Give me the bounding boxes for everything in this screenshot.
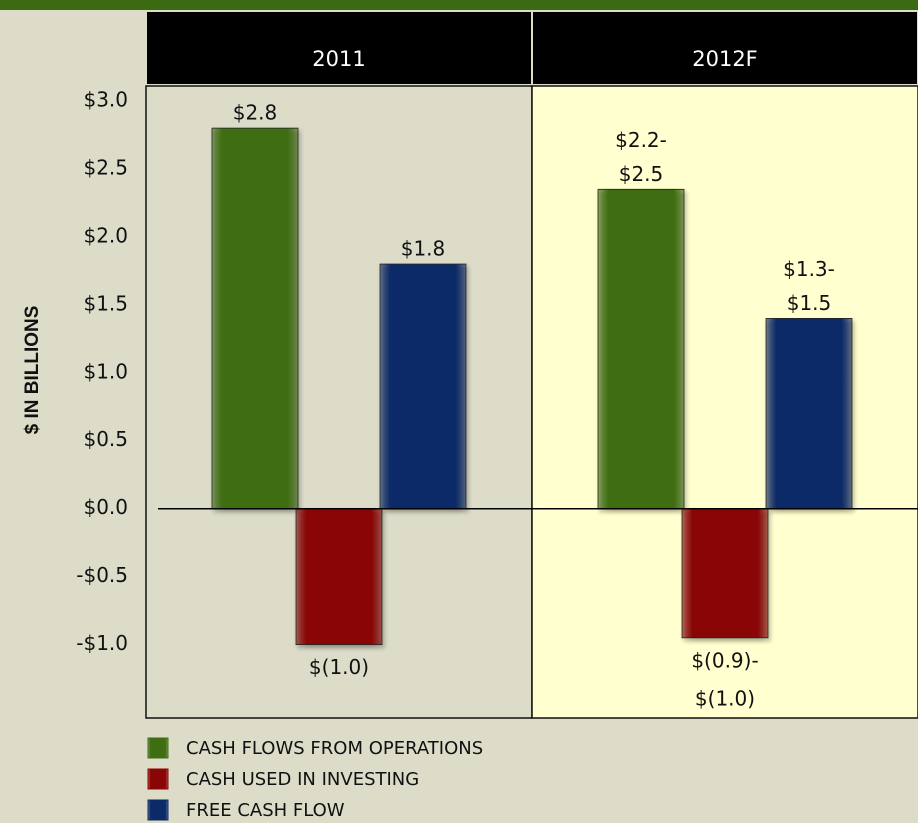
header-band [533,12,917,84]
data-label: $1.8 [401,237,446,261]
data-label: $2.2- [615,128,667,152]
y-axis-label: $ IN BILLIONS [22,306,43,435]
data-label: $1.5 [787,291,832,315]
y-tick-label: $0.0 [83,495,128,519]
bar [379,263,467,510]
header-band [147,12,531,84]
y-tick-label: $1.5 [83,291,128,315]
legend-label: FREE CASH FLOW [186,800,345,821]
bar [765,318,853,510]
data-label: $2.8 [233,101,278,125]
y-tick-label: $0.5 [83,427,128,451]
bar [597,188,685,510]
data-label: $(1.0) [695,686,755,710]
bar [295,508,383,646]
top-strip [0,0,918,10]
bar [681,508,769,639]
y-tick-label: $1.0 [83,359,128,383]
legend-swatch [147,737,169,759]
bar [211,127,299,510]
legend-swatch [147,799,169,821]
data-label: $1.3- [783,257,835,281]
y-tick-label: $3.0 [83,87,128,111]
y-tick-label: -$0.5 [76,563,128,587]
y-tick-label: $2.5 [83,155,128,179]
y-tick-label: $2.0 [83,223,128,247]
y-tick-label: -$1.0 [76,631,128,655]
x-tick-label: 2011 [312,47,365,71]
x-tick-label: 2012F [692,47,758,71]
legend-label: CASH USED IN INVESTING [186,769,419,790]
legend-swatch [147,768,169,790]
data-label: $2.5 [619,162,664,186]
data-label: $(0.9)- [691,648,758,672]
legend-label: CASH FLOWS FROM OPERATIONS [186,738,483,759]
data-label: $(1.0) [309,655,369,679]
